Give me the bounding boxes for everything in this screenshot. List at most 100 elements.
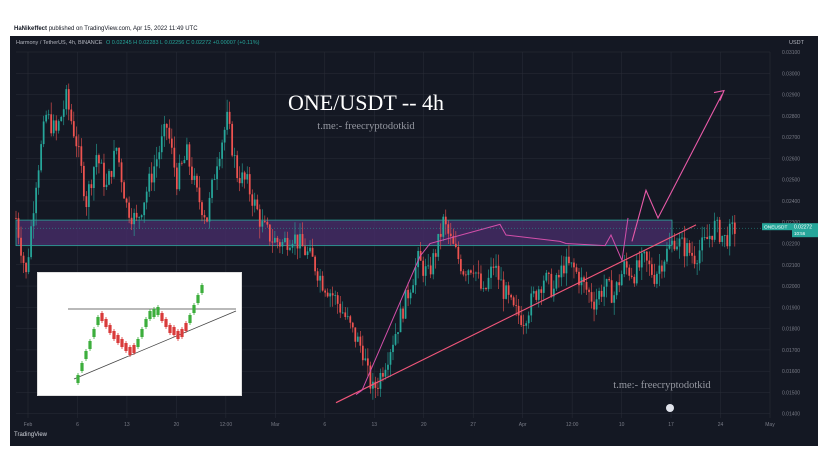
candle-body [268, 224, 271, 242]
candle-body [671, 240, 673, 245]
candle-body [236, 155, 239, 179]
candle-body [256, 199, 259, 210]
candle-body [668, 244, 671, 249]
candle-body [407, 289, 409, 299]
y-tick-label: 0.01900 [782, 305, 800, 311]
x-tick-label: 24 [718, 422, 724, 428]
candle-body [392, 344, 394, 353]
inset-candle-body [160, 313, 164, 321]
candle-body [480, 273, 482, 289]
candle-body [527, 315, 530, 324]
y-tick-label: 0.02400 [782, 199, 800, 205]
x-tick-label: 12:00 [566, 422, 579, 428]
candle-body [683, 237, 686, 257]
candle-body [578, 271, 580, 286]
candle-body [613, 295, 616, 303]
candle-body [35, 187, 37, 214]
candle-body [643, 251, 646, 254]
candle-body [271, 241, 274, 243]
candle-body [30, 226, 32, 258]
candle-body [500, 279, 502, 281]
candle-body [467, 270, 470, 276]
candle-body [113, 150, 115, 177]
x-tick-label: Mar [271, 422, 280, 428]
candle-body [90, 184, 93, 189]
candle-body [50, 114, 53, 134]
candle-body [444, 216, 447, 225]
candle-body [17, 218, 20, 238]
candle-body [630, 275, 633, 277]
candle-body [351, 322, 354, 328]
candle-body [676, 246, 678, 250]
candle-body [399, 308, 402, 333]
candle-body [429, 265, 432, 275]
candle-body [610, 280, 613, 303]
candle-body [296, 234, 299, 249]
candle-body [153, 166, 156, 183]
candle-body [653, 274, 656, 284]
candle-body [321, 275, 324, 291]
candle-body [319, 275, 321, 281]
candle-body [525, 323, 528, 326]
candles [15, 83, 736, 400]
y-axis: 0.03100 0.03000 0.02900 0.02800 0.02700 0.026… [782, 50, 800, 418]
candle-body [565, 256, 568, 274]
price-chart[interactable]: 0.03100 0.03000 0.02900 0.02800 0.02700 0.026… [10, 22, 818, 446]
symbol-legend: Harmony / TetherUS, 4h, BINANCE O 0.0224… [16, 40, 259, 46]
candle-body [570, 262, 573, 264]
candle-body [62, 109, 65, 117]
candle-body [223, 129, 226, 143]
candle-body [45, 114, 48, 122]
candle-body [364, 358, 367, 361]
candle-body [507, 285, 510, 295]
candle-body [311, 247, 314, 257]
candle-body [47, 114, 50, 116]
candle-body [387, 364, 389, 370]
candle-body [324, 290, 327, 293]
author: HaNikeffect [14, 26, 48, 32]
x-tick-label: 10 [619, 422, 625, 428]
candle-body [731, 222, 734, 224]
candle-body [635, 260, 638, 284]
candle-body [286, 237, 289, 250]
candle-body [696, 263, 698, 265]
x-tick-label: Apr [519, 422, 527, 428]
x-tick-label: 6 [76, 422, 79, 428]
candle-body [37, 170, 40, 188]
candle-body [316, 271, 319, 281]
candle-body [20, 237, 22, 256]
candle-body [103, 162, 105, 188]
projection-path [631, 94, 723, 242]
candle-body [198, 187, 201, 203]
candle-body [326, 292, 329, 297]
candle-body [625, 261, 628, 268]
candle-body [620, 274, 623, 286]
candle-body [191, 166, 193, 181]
event-marker-icon[interactable] [666, 404, 674, 412]
candle-body [183, 159, 186, 164]
x-tick-label: 20 [174, 422, 180, 428]
inset-candle-body [168, 325, 172, 333]
candle-body [125, 198, 128, 203]
candle-body [404, 289, 407, 319]
candle-body [623, 261, 626, 275]
candle-body [701, 237, 704, 251]
candle-body [15, 217, 17, 219]
candle-body [248, 174, 251, 195]
candle-body [155, 159, 158, 167]
candle-body [339, 303, 342, 313]
symbol-tag-label: ONEUSDT [764, 225, 788, 231]
candle-body [115, 147, 118, 151]
y-tick-label: 0.02800 [782, 114, 800, 120]
candle-body [55, 120, 58, 131]
price-tag-countdown: 10:56 [794, 231, 806, 236]
candle-body [520, 315, 523, 326]
candle-body [713, 220, 716, 240]
candle-body [120, 162, 123, 183]
candle-body [95, 155, 98, 168]
candle-body [60, 116, 63, 122]
candle-body [490, 266, 492, 278]
candle-body [535, 291, 538, 300]
inset-candle-body [76, 375, 80, 383]
